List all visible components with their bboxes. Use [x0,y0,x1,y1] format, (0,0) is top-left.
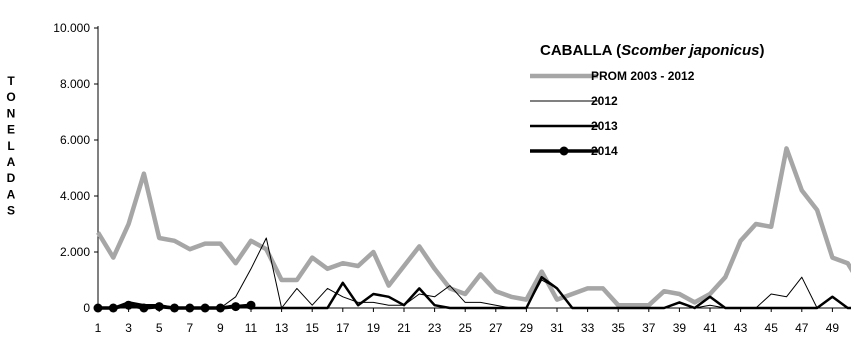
series-point [185,303,195,313]
series-point [108,303,118,313]
series-point [200,303,210,313]
x-tick-label: 43 [734,321,748,335]
x-tick-label: 7 [186,321,193,335]
chart-title-italic: Scomber japonicus [621,42,759,59]
series-point [124,300,134,310]
x-tick-label: 23 [428,321,442,335]
y-axis-title-letter: S [7,204,15,218]
chart-title-main: CABALLA ( [540,42,621,59]
series-point [154,302,164,312]
y-axis-title-letter: L [7,139,14,153]
y-tick-label: 10.000 [53,21,90,35]
legend-label: 2013 [591,119,618,133]
x-tick-label: 3 [125,321,132,335]
x-tick-label: 37 [642,321,656,335]
y-axis-title-letter: T [7,74,15,88]
chart-title-end: ) [759,42,764,59]
legend-marker [559,146,569,156]
y-tick-label: 6.000 [60,133,90,147]
x-tick-label: 35 [612,321,626,335]
series-point [170,303,179,313]
x-tick-label: 17 [336,321,350,335]
x-tick-label: 5 [156,321,163,335]
y-axis-title-letter: N [7,106,16,120]
axes [97,26,851,309]
x-tick-label: 19 [367,321,381,335]
x-tick-label: 13 [275,321,289,335]
x-tick-label: 33 [581,321,595,335]
y-tick-label: 8.000 [60,77,90,91]
x-tick-label: 41 [703,321,717,335]
series-point [231,302,241,312]
x-tick-label: 49 [826,321,840,335]
series-line-0 [96,146,851,308]
y-axis-title-letter: D [7,171,16,185]
x-tick-label: 1 [95,321,102,335]
y-tick-label: 0 [83,301,90,315]
x-tick-label: 25 [459,321,473,335]
series-layer [93,146,851,313]
x-ticks: 1 3 5 7 9 11 13 15 17 19 21 23 25 27 29 31 33 35 37 39 41 43 4… [95,308,840,335]
x-tick-label: 39 [673,321,687,335]
y-axis-title-letter: A [7,155,16,169]
legend: PROM 2003 - 2012 2012 2013 2014 [530,69,695,158]
x-tick-label: 31 [550,321,564,335]
series-point [139,303,149,313]
chart-title: CABALLA (Scomber japonicus) [540,42,764,59]
x-tick-label: 47 [795,321,809,335]
x-tick-label: 11 [245,321,258,335]
legend-label: PROM 2003 - 2012 [591,69,695,83]
y-axis-title-letter: A [7,187,16,201]
series-point [246,300,256,310]
x-tick-label: 27 [489,321,503,335]
legend-label: 2014 [591,144,618,158]
x-tick-label: 29 [520,321,534,335]
y-tick-label: 2.000 [60,245,90,259]
x-tick-label: 15 [306,321,320,335]
legend-label: 2012 [591,94,618,108]
x-tick-label: 21 [397,321,411,335]
series-point [215,303,225,313]
y-axis-title-letter: E [7,123,15,137]
y-ticks: 0 2.000 4.000 6.000 8.000 10.000 [53,21,98,315]
series-point [93,303,103,313]
x-tick-label: 9 [217,321,224,335]
y-tick-label: 4.000 [60,189,90,203]
x-tick-label: 45 [765,321,779,335]
y-axis-title-letter: O [6,90,15,104]
